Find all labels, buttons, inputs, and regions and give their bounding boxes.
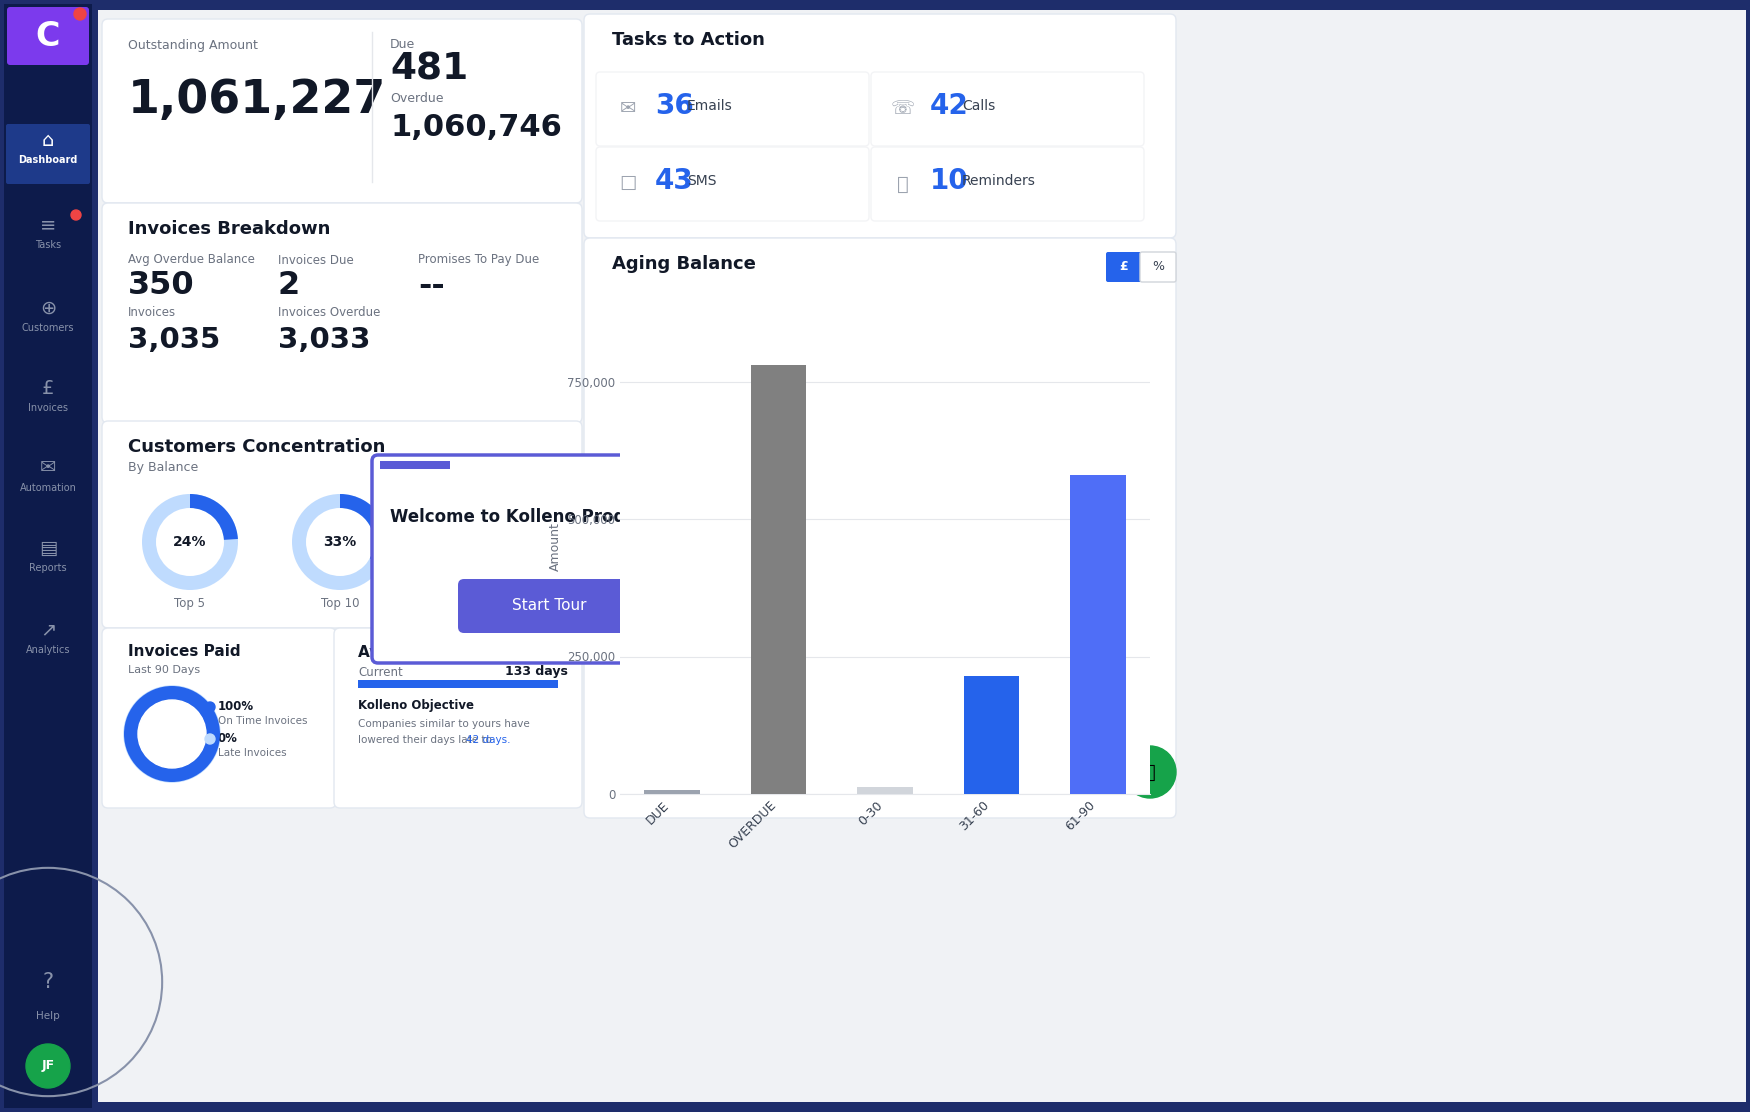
Text: Customers Concentration: Customers Concentration [128, 438, 385, 456]
Text: Invoices Paid: Invoices Paid [128, 645, 242, 659]
Text: 36: 36 [654, 92, 693, 120]
Text: Aging Balance: Aging Balance [612, 255, 756, 274]
FancyBboxPatch shape [334, 628, 583, 808]
Text: Calls: Calls [963, 99, 996, 113]
Text: Tasks: Tasks [35, 240, 61, 250]
Text: Late Invoices: Late Invoices [219, 748, 287, 758]
Text: 0%: 0% [219, 733, 238, 745]
FancyBboxPatch shape [7, 7, 89, 64]
Text: 3,033: 3,033 [278, 326, 371, 354]
Text: ▤: ▤ [38, 538, 58, 557]
Text: Customers: Customers [21, 322, 74, 332]
Bar [964, 676, 1018, 794]
FancyBboxPatch shape [458, 579, 640, 633]
Text: 1,060,746: 1,060,746 [390, 112, 562, 141]
Text: Emails: Emails [688, 99, 733, 113]
Y-axis label: Amount: Amount [548, 522, 562, 570]
Text: Top 20: Top 20 [471, 597, 509, 610]
Text: 33%: 33% [324, 535, 357, 549]
Text: Dashboard: Dashboard [18, 155, 77, 165]
Text: Reminders: Reminders [963, 173, 1036, 188]
Wedge shape [124, 686, 220, 782]
Text: ⊕: ⊕ [40, 298, 56, 318]
FancyBboxPatch shape [584, 238, 1176, 818]
FancyBboxPatch shape [98, 10, 1746, 1102]
Text: ✉: ✉ [620, 99, 637, 119]
Text: Top 5: Top 5 [175, 597, 205, 610]
Text: JF: JF [42, 1060, 54, 1072]
Text: Automation: Automation [19, 483, 77, 493]
Text: Analytics: Analytics [26, 645, 70, 655]
Text: £: £ [1120, 260, 1129, 274]
Text: 💬: 💬 [1144, 763, 1157, 782]
FancyBboxPatch shape [102, 19, 583, 203]
Text: By Balance: By Balance [128, 460, 198, 474]
FancyBboxPatch shape [4, 4, 93, 1108]
Text: Top 10: Top 10 [320, 597, 359, 610]
Text: Promises To Pay Due: Promises To Pay Due [418, 254, 539, 267]
Text: 350: 350 [128, 270, 194, 301]
Circle shape [1124, 746, 1176, 798]
Text: 100%: 100% [219, 701, 254, 714]
Text: Average Days Late: Average Days Late [359, 645, 518, 659]
FancyBboxPatch shape [380, 461, 450, 469]
Text: SMS: SMS [688, 173, 716, 188]
Circle shape [138, 699, 206, 768]
Text: Welcome to Kolleno Product Tour!: Welcome to Kolleno Product Tour! [390, 508, 709, 526]
FancyBboxPatch shape [359, 681, 558, 688]
Text: 3,035: 3,035 [128, 326, 220, 354]
Bar [858, 787, 914, 794]
Text: Outstanding Amount: Outstanding Amount [128, 39, 257, 51]
Wedge shape [340, 494, 388, 565]
Text: Invoices Overdue: Invoices Overdue [278, 306, 380, 318]
Text: Companies similar to yours have: Companies similar to yours have [359, 719, 530, 729]
FancyBboxPatch shape [359, 681, 558, 688]
FancyBboxPatch shape [102, 628, 336, 808]
Wedge shape [142, 494, 238, 590]
FancyBboxPatch shape [597, 147, 870, 221]
FancyBboxPatch shape [102, 203, 583, 423]
Text: ?: ? [42, 972, 54, 992]
Text: ☏: ☏ [891, 99, 915, 119]
FancyBboxPatch shape [5, 125, 89, 183]
Wedge shape [191, 494, 238, 539]
Text: Overdue: Overdue [390, 91, 443, 105]
Text: 1,061,227: 1,061,227 [128, 78, 387, 122]
Bar [1071, 475, 1125, 794]
Text: Start Tour: Start Tour [511, 598, 586, 614]
Text: Invoices Breakdown: Invoices Breakdown [128, 220, 331, 238]
Text: Invoices: Invoices [28, 403, 68, 413]
Text: ☐: ☐ [620, 175, 637, 193]
Bar [751, 365, 807, 794]
Text: 🔔: 🔔 [898, 175, 908, 193]
Text: 133 days: 133 days [506, 665, 569, 678]
Circle shape [205, 702, 215, 712]
Circle shape [205, 734, 215, 744]
Text: Invoices: Invoices [128, 306, 177, 318]
FancyBboxPatch shape [1106, 252, 1143, 282]
Circle shape [74, 8, 86, 20]
FancyBboxPatch shape [872, 72, 1144, 146]
Text: ⌂: ⌂ [42, 130, 54, 149]
Text: lowered their days late to: lowered their days late to [359, 735, 495, 745]
Wedge shape [443, 494, 537, 590]
Text: 24%: 24% [173, 535, 206, 549]
Text: ≡: ≡ [40, 216, 56, 235]
Circle shape [72, 210, 80, 220]
Text: Due: Due [390, 38, 415, 50]
Text: C: C [35, 20, 60, 52]
Text: Invoices Due: Invoices Due [278, 254, 354, 267]
Text: On Time Invoices: On Time Invoices [219, 716, 308, 726]
Circle shape [26, 1044, 70, 1088]
Text: Current: Current [359, 665, 403, 678]
FancyBboxPatch shape [597, 72, 870, 146]
Text: 481: 481 [390, 52, 469, 88]
Wedge shape [490, 494, 537, 589]
Text: 10: 10 [929, 167, 970, 195]
FancyBboxPatch shape [872, 147, 1144, 221]
Text: Avg Overdue Balance: Avg Overdue Balance [128, 254, 255, 267]
Bar [644, 790, 700, 794]
Wedge shape [292, 494, 388, 590]
FancyBboxPatch shape [584, 14, 1176, 238]
